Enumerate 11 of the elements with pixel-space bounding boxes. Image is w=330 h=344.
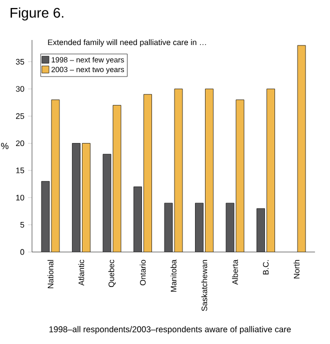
bar: [266, 88, 275, 252]
bar: [82, 143, 90, 252]
bar: [205, 88, 214, 252]
chart-title: Figure 6.: [10, 7, 64, 20]
bar: [144, 94, 152, 252]
y-axis-title: %: [1, 142, 8, 150]
bar: [72, 143, 80, 252]
bar: [256, 208, 265, 252]
text: 1998–all respondents/2003–respondents aware of palliative care: [49, 326, 291, 334]
bar: [134, 186, 142, 252]
bar: [195, 203, 204, 252]
